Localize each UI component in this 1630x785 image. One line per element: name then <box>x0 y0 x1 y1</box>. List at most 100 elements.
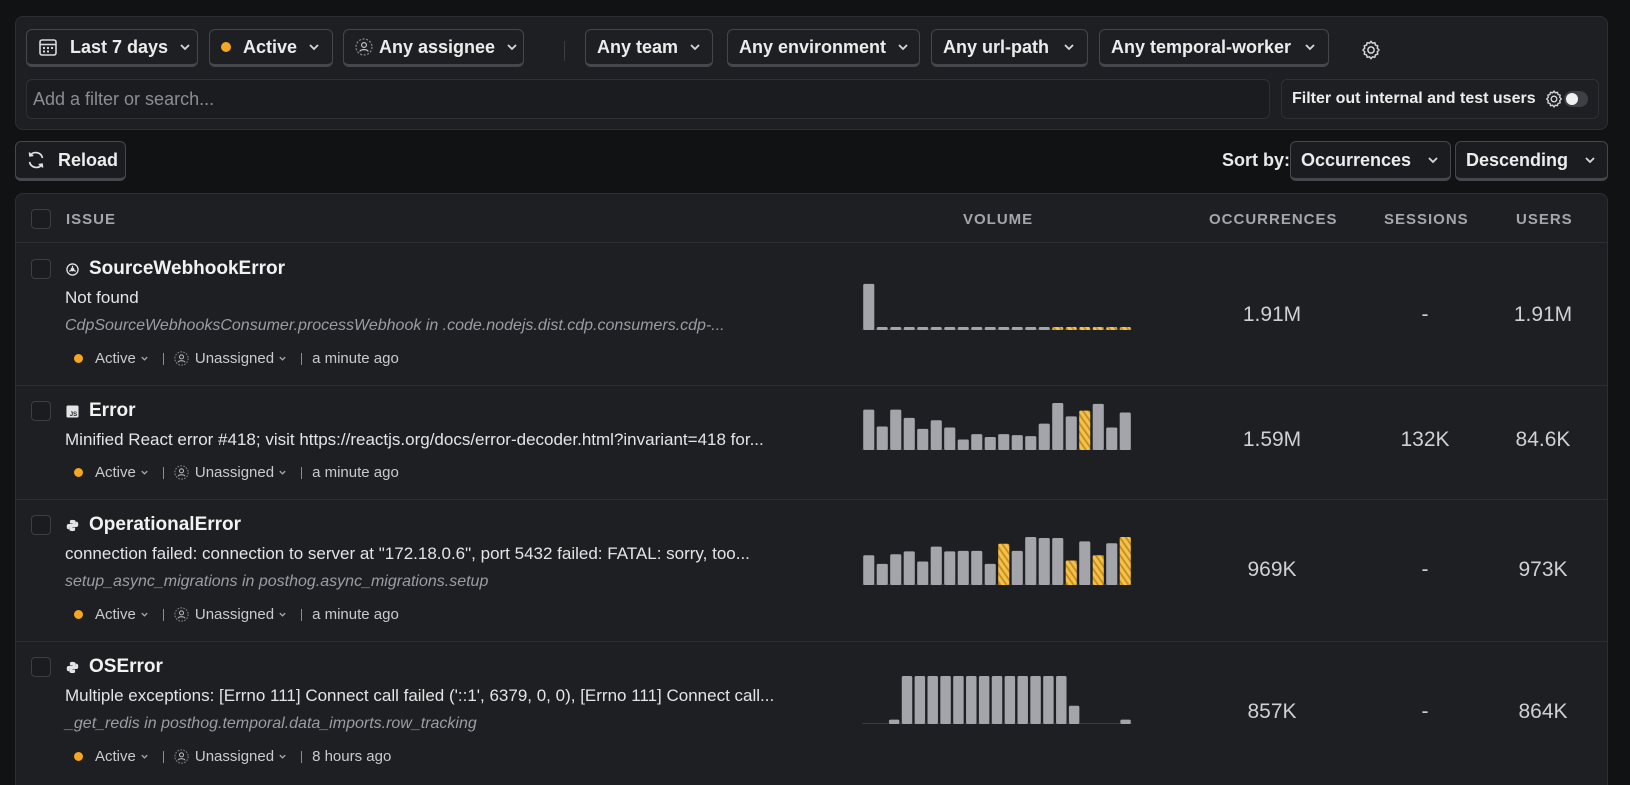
status-dropdown[interactable]: Active <box>95 606 136 623</box>
issue-title-text: OSError <box>89 656 163 677</box>
volume-bar <box>1092 555 1104 585</box>
volume-bar <box>1106 543 1118 585</box>
table-row[interactable]: OperationalError connection failed: conn… <box>16 500 1607 642</box>
users-column-header[interactable]: USERS <box>1516 211 1573 228</box>
volume-bar <box>984 563 996 585</box>
volume-bar <box>1038 327 1050 330</box>
issue-column-header[interactable]: ISSUE <box>66 211 117 228</box>
status-select[interactable]: Active <box>209 29 333 67</box>
volume-bar <box>971 434 983 450</box>
table-row[interactable]: JS Error Minified React error #418; visi… <box>16 386 1607 500</box>
volume-bar <box>863 555 875 585</box>
users-value: 84.6K <box>1515 428 1571 451</box>
issue-source: setup_async_migrations in posthog.async_… <box>65 573 489 590</box>
occurrences-value: 969K <box>1247 558 1297 581</box>
volume-bar <box>1092 403 1104 450</box>
assignee-dropdown[interactable]: Unassigned <box>194 464 275 481</box>
occurrences-value: 1.59M <box>1242 428 1302 451</box>
occurrences-value: 1.91M <box>1242 303 1302 326</box>
volume-bar <box>888 719 900 724</box>
last-seen: a minute ago <box>312 350 399 367</box>
sort-field-select[interactable]: Occurrences <box>1290 141 1451 181</box>
volume-bar <box>957 327 969 330</box>
reload-label: Reload <box>58 149 119 170</box>
chevron-down-icon <box>278 752 287 761</box>
user-icon <box>355 38 373 56</box>
volume-bar <box>944 427 956 450</box>
reload-button[interactable]: Reload <box>15 141 126 181</box>
status-dot <box>74 468 83 477</box>
gear-icon[interactable] <box>1544 89 1564 109</box>
sessions-value: - <box>1421 558 1429 581</box>
status-label: Active <box>243 36 298 57</box>
volume-bar <box>1025 436 1037 450</box>
row-checkbox[interactable] <box>31 401 51 421</box>
status-dropdown[interactable]: Active <box>95 748 136 765</box>
settings-gear-icon[interactable] <box>1358 37 1384 63</box>
volume-bar <box>1025 327 1037 330</box>
table-row[interactable]: SourceWebhookError Not found CdpSourceWe… <box>16 244 1607 386</box>
volume-column-header[interactable]: VOLUME <box>963 211 1034 228</box>
assignee-dropdown[interactable]: Unassigned <box>194 748 275 765</box>
volume-bar <box>1106 427 1118 450</box>
sort-order-label: Descending <box>1466 149 1569 170</box>
divider <box>564 41 565 61</box>
row-checkbox[interactable] <box>31 657 51 677</box>
volume-bar <box>890 409 902 450</box>
volume-bar <box>1025 537 1037 585</box>
assignee-dropdown[interactable]: Unassigned <box>194 606 275 623</box>
team-label: Any team <box>597 36 679 57</box>
issue-title[interactable]: SourceWebhookError <box>65 258 285 280</box>
sort-order-select[interactable]: Descending <box>1455 141 1608 181</box>
chevron-down-icon <box>278 468 287 477</box>
date-range-label: Last 7 days <box>70 36 169 57</box>
date-range-select[interactable]: Last 7 days <box>26 29 198 67</box>
search-input[interactable] <box>26 79 1270 119</box>
divider <box>162 466 164 479</box>
refresh-icon <box>26 150 46 170</box>
volume-bar <box>930 420 942 450</box>
select-all-checkbox[interactable] <box>31 209 51 229</box>
chevron-down-icon <box>140 354 149 363</box>
volume-bar <box>998 434 1010 450</box>
chevron-down-icon <box>1052 40 1076 54</box>
last-seen: a minute ago <box>312 606 399 623</box>
filter-panel: Last 7 days Active Any assignee Any team… <box>15 16 1608 130</box>
team-select[interactable]: Any team <box>585 29 713 67</box>
row-checkbox[interactable] <box>31 515 51 535</box>
issue-title[interactable]: OperationalError <box>65 514 241 536</box>
chevron-down-icon <box>140 752 149 761</box>
volume-bar <box>930 327 942 330</box>
divider <box>301 352 303 365</box>
occurrences-column-header[interactable]: OCCURRENCES <box>1209 211 1338 228</box>
volume-bar <box>901 676 913 724</box>
volume-bar <box>1068 705 1080 724</box>
internal-users-toggle[interactable] <box>1563 91 1588 107</box>
volume-bar <box>903 551 915 585</box>
environment-select[interactable]: Any environment <box>727 29 920 67</box>
volume-bar <box>1011 327 1023 330</box>
row-checkbox[interactable] <box>31 259 51 279</box>
volume-bar <box>1079 327 1091 330</box>
status-dropdown[interactable]: Active <box>95 464 136 481</box>
url-path-label: Any url-path <box>943 36 1049 57</box>
url-path-select[interactable]: Any url-path <box>931 29 1088 67</box>
assignee-select[interactable]: Any assignee <box>343 29 524 67</box>
volume-bar <box>1011 550 1023 585</box>
status-dropdown[interactable]: Active <box>95 350 136 367</box>
issue-message: Multiple exceptions: [Errno 111] Connect… <box>65 686 775 705</box>
volume-bar <box>1079 541 1091 585</box>
temporal-worker-select[interactable]: Any temporal-worker <box>1099 29 1329 67</box>
issue-meta: Active Unassigned a minute ago <box>74 464 399 481</box>
volume-bar <box>957 550 969 585</box>
sessions-value: 132K <box>1400 428 1450 451</box>
sessions-column-header[interactable]: SESSIONS <box>1384 211 1469 228</box>
chevron-down-icon <box>297 40 321 54</box>
volume-sparkline <box>862 676 1132 724</box>
assignee-dropdown[interactable]: Unassigned <box>194 350 275 367</box>
volume-bar <box>1043 676 1054 724</box>
issue-title[interactable]: OSError <box>65 656 163 678</box>
issue-title[interactable]: JS Error <box>65 400 135 422</box>
chevron-down-icon <box>140 610 149 619</box>
table-row[interactable]: OSError Multiple exceptions: [Errno 111]… <box>16 642 1607 785</box>
